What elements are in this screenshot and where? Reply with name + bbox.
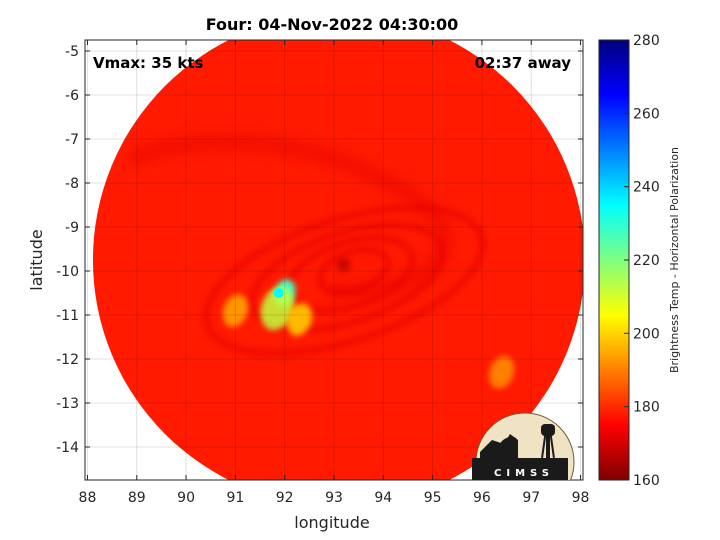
x-tick-label: 88 <box>79 490 97 506</box>
warm-feature <box>222 294 249 327</box>
x-axis-label: longitude <box>294 513 369 532</box>
y-tick-label: -12 <box>56 352 79 368</box>
warm-feature-core <box>273 288 284 298</box>
y-tick-label: -5 <box>65 44 79 60</box>
y-ticks: -5 -6 -7 -8 -9 -10 -11 -12 -13 -14 <box>56 44 583 456</box>
vmax-annotation: Vmax: 35 kts <box>93 54 203 72</box>
x-tick-label: 94 <box>374 490 392 506</box>
y-tick-label: -6 <box>65 88 79 104</box>
y-axis-label: latitude <box>27 229 46 290</box>
swath-layer <box>93 40 583 480</box>
storm-eye <box>336 258 351 272</box>
spiral-band <box>202 203 486 357</box>
colorbar-tick-label: 220 <box>633 253 660 269</box>
warm-feature <box>488 355 515 389</box>
colorbar-tick-label: 280 <box>633 33 660 49</box>
y-tick-label: -7 <box>65 132 79 148</box>
grid-layer <box>85 40 583 480</box>
x-tick-label: 97 <box>522 490 540 506</box>
warm-feature <box>286 303 313 336</box>
y-tick-label: -8 <box>65 176 79 192</box>
x-tick-label: 98 <box>572 490 590 506</box>
chart-title: Four: 04-Nov-2022 04:30:00 <box>206 15 459 34</box>
cimss-logo: CIMSS <box>472 412 575 480</box>
x-tick-label: 93 <box>325 490 343 506</box>
colorbar-tick-label: 160 <box>633 473 660 489</box>
x-tick-label: 92 <box>276 490 294 506</box>
x-tick-label: 90 <box>177 490 195 506</box>
y-tick-label: -9 <box>65 220 79 236</box>
warm-feature <box>260 286 295 331</box>
swath-features <box>127 134 515 389</box>
x-tick-label: 96 <box>473 490 491 506</box>
colorbar-tick-label: 200 <box>633 326 660 342</box>
cimss-logo-text: CIMSS <box>494 468 554 479</box>
y-tick-label: -14 <box>56 440 79 456</box>
colorbar-tick-label: 240 <box>633 180 660 196</box>
x-tick-label: 89 <box>128 490 146 506</box>
x-tick-label: 91 <box>226 490 244 506</box>
y-tick-label: -10 <box>56 264 79 280</box>
y-tick-label: -13 <box>56 396 79 412</box>
y-tick-label: -11 <box>56 308 79 324</box>
colorbar-tick-label: 260 <box>633 106 660 122</box>
colorbar-tick-label: 180 <box>633 400 660 416</box>
outer-spiral-band <box>127 134 451 299</box>
x-tick-label: 95 <box>424 490 442 506</box>
time-away-annotation: 02:37 away <box>475 54 572 72</box>
colorbar-ticks: 280 260 240 220 200 180 160 <box>624 33 660 489</box>
colorbar-label: Brightness Temp - Horizontal Polarizatio… <box>668 147 681 373</box>
